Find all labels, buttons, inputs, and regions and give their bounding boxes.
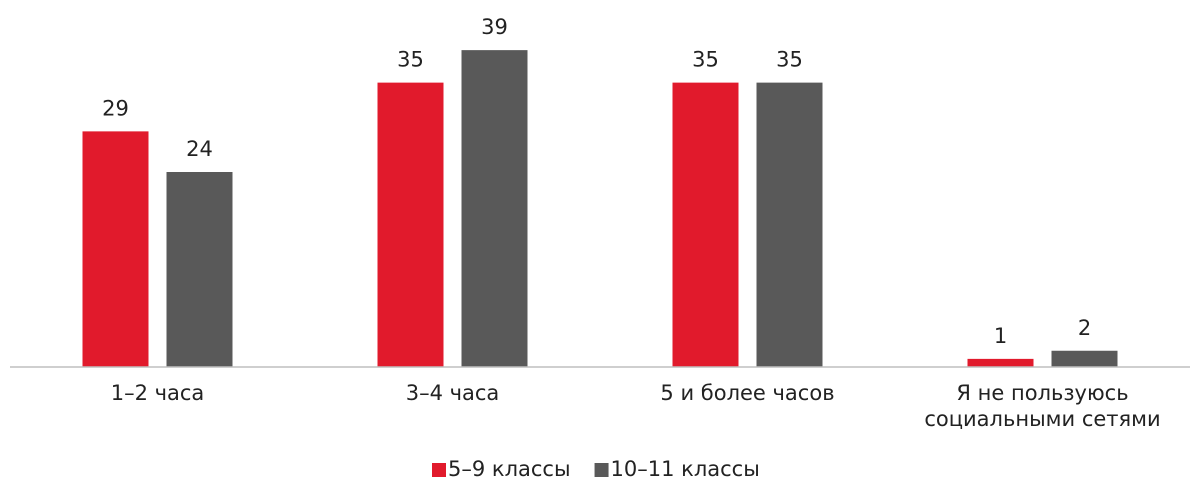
x-tick-label: Я не пользуюсь социальными сетями bbox=[924, 381, 1161, 431]
data-label: 29 bbox=[102, 96, 129, 120]
x-tick-label: 3–4 часа bbox=[405, 381, 500, 405]
data-label: 2 bbox=[1078, 316, 1091, 340]
bar bbox=[461, 50, 528, 367]
data-label: 24 bbox=[186, 137, 213, 161]
legend-label: 10–11 классы bbox=[611, 457, 760, 481]
x-tick-label: 1–2 часа bbox=[110, 381, 205, 405]
legend-label: 5–9 классы bbox=[448, 457, 571, 481]
bar bbox=[756, 82, 823, 367]
legend-swatch bbox=[594, 463, 609, 477]
legend-swatch bbox=[432, 463, 446, 477]
data-label: 35 bbox=[776, 48, 803, 72]
data-label: 1 bbox=[994, 324, 1007, 348]
data-label: 39 bbox=[481, 15, 508, 39]
data-label: 35 bbox=[397, 48, 424, 72]
data-label: 35 bbox=[692, 48, 719, 72]
bar bbox=[672, 82, 739, 367]
bar bbox=[166, 172, 233, 367]
bar bbox=[967, 358, 1034, 367]
bar bbox=[377, 82, 444, 367]
x-tick-label: 5 и более часов bbox=[660, 381, 835, 405]
bar bbox=[82, 131, 149, 367]
bar bbox=[1051, 350, 1118, 367]
